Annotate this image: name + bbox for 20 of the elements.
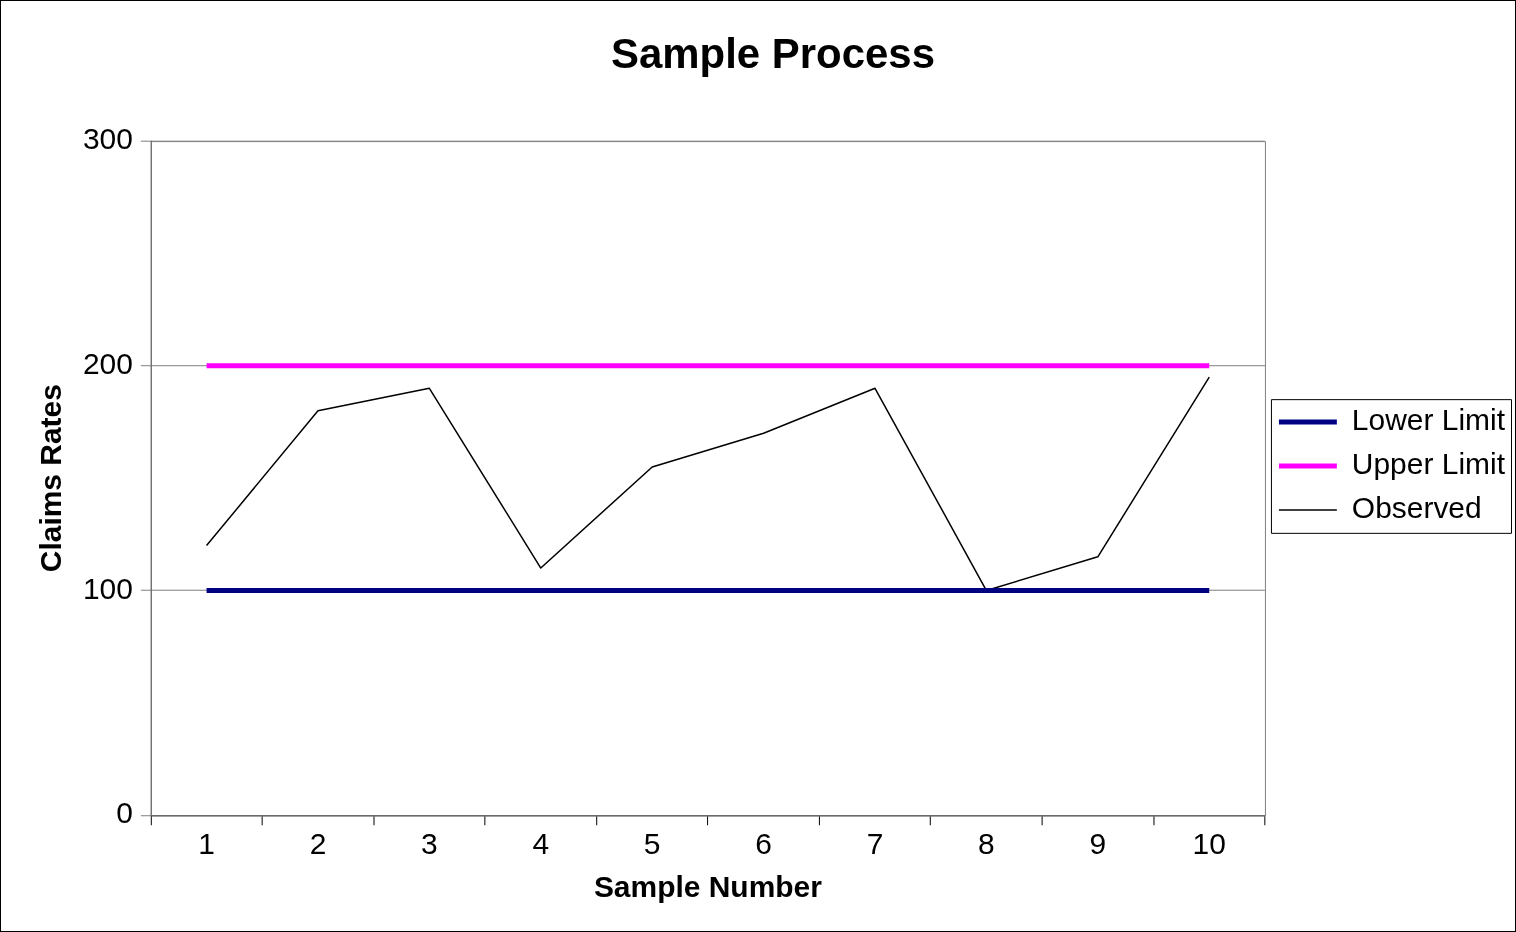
y-tick-label: 100 [82,571,133,605]
x-tick-label: 9 [1089,827,1107,861]
x-tick-label: 5 [643,827,661,861]
x-tick-label: 6 [755,827,772,861]
x-tick-label: 7 [866,827,884,861]
x-tick-label: 8 [978,827,995,861]
y-tick-label: 0 [116,796,133,830]
x-tick-label: 4 [532,827,550,861]
legend-label: Upper Limit [1351,447,1506,481]
legend-label: Lower Limit [1351,403,1506,437]
x-axis-title: Sample Number [593,870,823,904]
x-tick-label: 3 [421,827,438,861]
legend-label: Observed [1351,491,1482,525]
y-tick-label: 200 [82,347,133,381]
y-axis-title: Claims Rates [34,384,68,573]
x-tick-label: 10 [1192,827,1226,861]
x-tick-label: 1 [198,827,215,861]
x-tick-label: 2 [309,827,327,861]
y-tick-label: 300 [82,122,133,156]
chart-title: Sample Process [611,29,935,77]
